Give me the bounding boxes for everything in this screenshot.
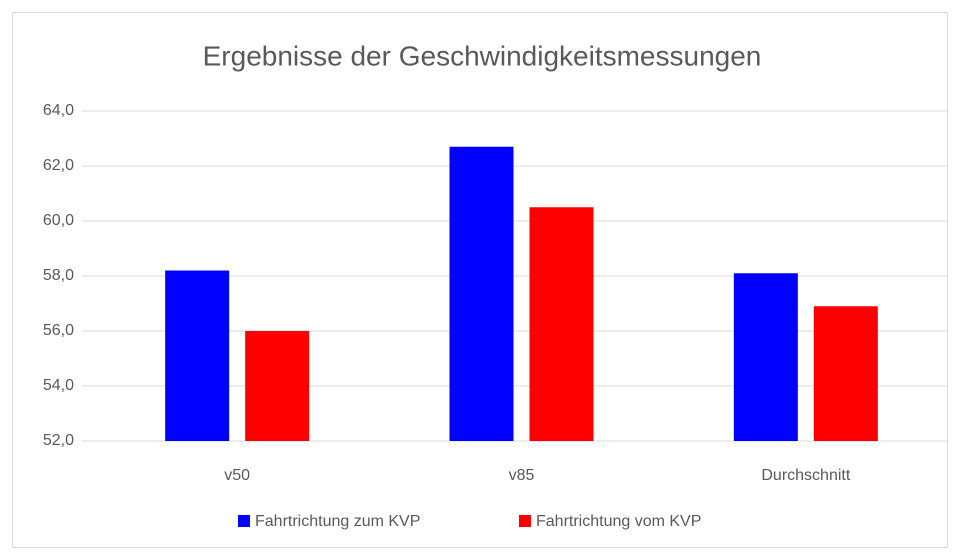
bar xyxy=(449,146,514,441)
legend-label: Fahrtrichtung vom KVP xyxy=(536,513,701,530)
x-tick-label: Durchschnitt xyxy=(761,467,850,484)
legend-swatch xyxy=(519,515,531,527)
x-tick-label: v50 xyxy=(224,467,250,484)
y-tick-label: 58,0 xyxy=(43,267,74,284)
y-tick-label: 62,0 xyxy=(43,157,74,174)
bar xyxy=(245,331,310,441)
y-tick-label: 52,0 xyxy=(43,432,74,449)
bar xyxy=(529,207,594,441)
x-tick-label: v85 xyxy=(509,467,535,484)
y-tick-label: 56,0 xyxy=(43,322,74,339)
legend-label: Fahrtrichtung zum KVP xyxy=(255,513,420,530)
bar xyxy=(165,270,230,441)
y-tick-label: 54,0 xyxy=(43,377,74,394)
bar xyxy=(813,306,878,441)
chart-title: Ergebnisse der Geschwindigkeitsmessungen xyxy=(203,40,762,71)
y-tick-label: 64,0 xyxy=(43,102,74,119)
y-tick-label: 60,0 xyxy=(43,212,74,229)
bar xyxy=(733,273,798,441)
legend-swatch xyxy=(238,515,250,527)
